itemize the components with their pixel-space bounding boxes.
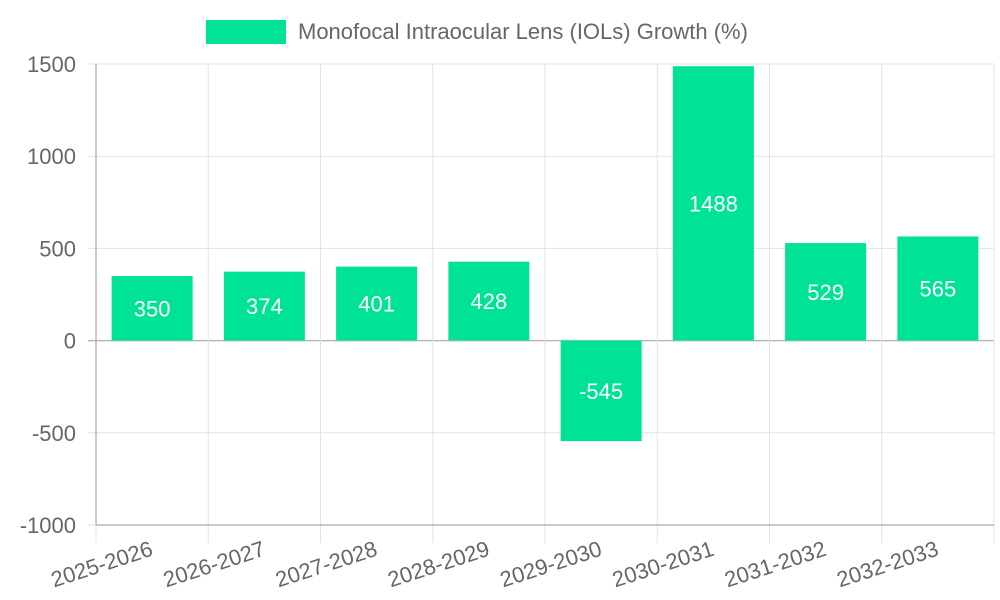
data-label: 565 <box>920 277 957 302</box>
x-tick-label: 2029-2030 <box>497 536 605 592</box>
data-label: 374 <box>246 294 283 319</box>
x-tick-label: 2026-2027 <box>160 536 268 592</box>
x-tick-label: 2027-2028 <box>272 536 380 592</box>
y-tick-label: 1500 <box>27 52 76 77</box>
bar-2032-2033[interactable] <box>897 236 979 341</box>
bar-2026-2027[interactable] <box>223 271 305 341</box>
x-axis-ticks: 2025-2026 2026-2027 2027-2028 2028-2029 2029… <box>48 536 942 592</box>
y-axis-ticks: 1500 1000 500 0 -500 -1000 <box>20 52 76 538</box>
y-tick-label: -500 <box>32 421 76 446</box>
x-tick-label: 2032-2033 <box>834 536 942 592</box>
data-label: 428 <box>471 289 508 314</box>
data-labels: 350 374 401 428 -545 1488 529 565 <box>134 191 956 403</box>
y-tick-label: 500 <box>39 236 76 261</box>
x-tick-label: 2025-2026 <box>48 536 156 592</box>
bars <box>111 66 979 442</box>
bar-2030-2031[interactable] <box>672 66 754 341</box>
data-label: 1488 <box>689 191 738 216</box>
legend[interactable]: Monofocal Intraocular Lens (IOLs) Growth… <box>206 19 748 44</box>
bar-2031-2032[interactable] <box>785 243 867 341</box>
y-tick-label: -1000 <box>20 513 76 538</box>
x-tick-label: 2030-2031 <box>609 536 717 592</box>
data-label: 350 <box>134 296 171 321</box>
axes <box>95 64 994 526</box>
bar-2027-2028[interactable] <box>336 266 418 341</box>
x-tick-label: 2028-2029 <box>385 536 493 592</box>
bar-2028-2029[interactable] <box>448 261 530 341</box>
legend-label: Monofocal Intraocular Lens (IOLs) Growth… <box>298 19 748 44</box>
data-label: 529 <box>807 280 844 305</box>
bar-2025-2026[interactable] <box>111 276 193 341</box>
legend-swatch <box>206 20 286 44</box>
bar-2029-2030[interactable] <box>560 340 642 442</box>
data-label: -545 <box>579 379 623 404</box>
x-tick-label: 2031-2032 <box>721 536 829 592</box>
y-tick-label: 1000 <box>27 144 76 169</box>
data-label: 401 <box>358 292 395 317</box>
y-tick-label: 0 <box>64 329 76 354</box>
